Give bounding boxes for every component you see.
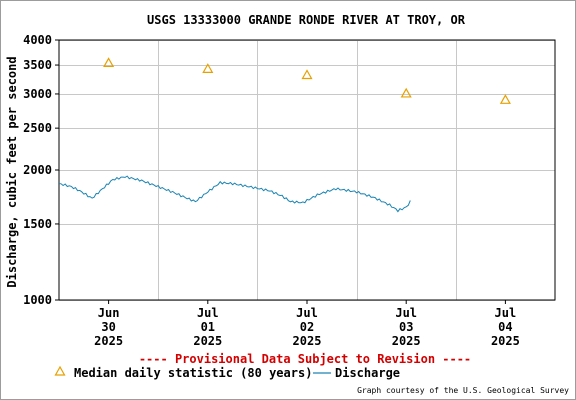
y-tick-label: 3500 xyxy=(23,58,52,72)
x-tick-label: 02 xyxy=(300,320,314,334)
median-marker xyxy=(103,57,115,68)
y-axis-label: Discharge, cubic feet per second xyxy=(5,56,19,287)
x-tick-label: 2025 xyxy=(392,334,421,348)
x-tick-label: 03 xyxy=(399,320,413,334)
y-tick-label: 2500 xyxy=(23,121,52,135)
x-tick-label: Jul xyxy=(495,306,517,320)
legend-discharge-label: Discharge xyxy=(335,366,400,380)
discharge-line xyxy=(58,175,411,213)
x-tick-label: Jul xyxy=(197,306,219,320)
x-tick-label: 2025 xyxy=(491,334,520,348)
provisional-warning: ---- Provisional Data Subject to Revisio… xyxy=(139,352,471,366)
legend-median-marker-icon xyxy=(54,365,66,376)
x-tick-label: 01 xyxy=(201,320,215,334)
median-marker xyxy=(400,87,412,98)
legend-median-label: Median daily statistic (80 years) xyxy=(74,366,312,380)
series-layer xyxy=(58,57,511,213)
x-tick-label: 30 xyxy=(101,320,115,334)
legend: Median daily statistic (80 years) Discha… xyxy=(54,365,400,380)
x-tick-label: 2025 xyxy=(94,334,123,348)
x-tick-labels: Jun302025Jul012025Jul022025Jul032025Jul0… xyxy=(94,300,520,348)
median-marker xyxy=(301,69,313,80)
median-marker xyxy=(202,63,214,73)
median-marker xyxy=(499,94,511,104)
x-tick-label: 2025 xyxy=(193,334,222,348)
usgs-credit: Graph courtesy of the U.S. Geological Su… xyxy=(357,386,569,395)
y-tick-labels: 1000 1500 2000 2500 3000 3500 4000 xyxy=(23,33,59,307)
x-tick-label: Jun xyxy=(98,306,120,320)
y-tick-label: 3000 xyxy=(23,87,52,101)
y-tick-label: 1500 xyxy=(23,217,52,231)
y-tick-label: 4000 xyxy=(23,33,52,47)
chart-title: USGS 13333000 GRANDE RONDE RIVER AT TROY… xyxy=(147,13,466,27)
x-tick-label: Jul xyxy=(395,306,417,320)
x-tick-label: Jul xyxy=(296,306,318,320)
y-tick-label: 2000 xyxy=(23,163,52,177)
x-tick-label: 04 xyxy=(498,320,512,334)
y-tick-label: 1000 xyxy=(23,293,52,307)
x-tick-label: 2025 xyxy=(293,334,322,348)
